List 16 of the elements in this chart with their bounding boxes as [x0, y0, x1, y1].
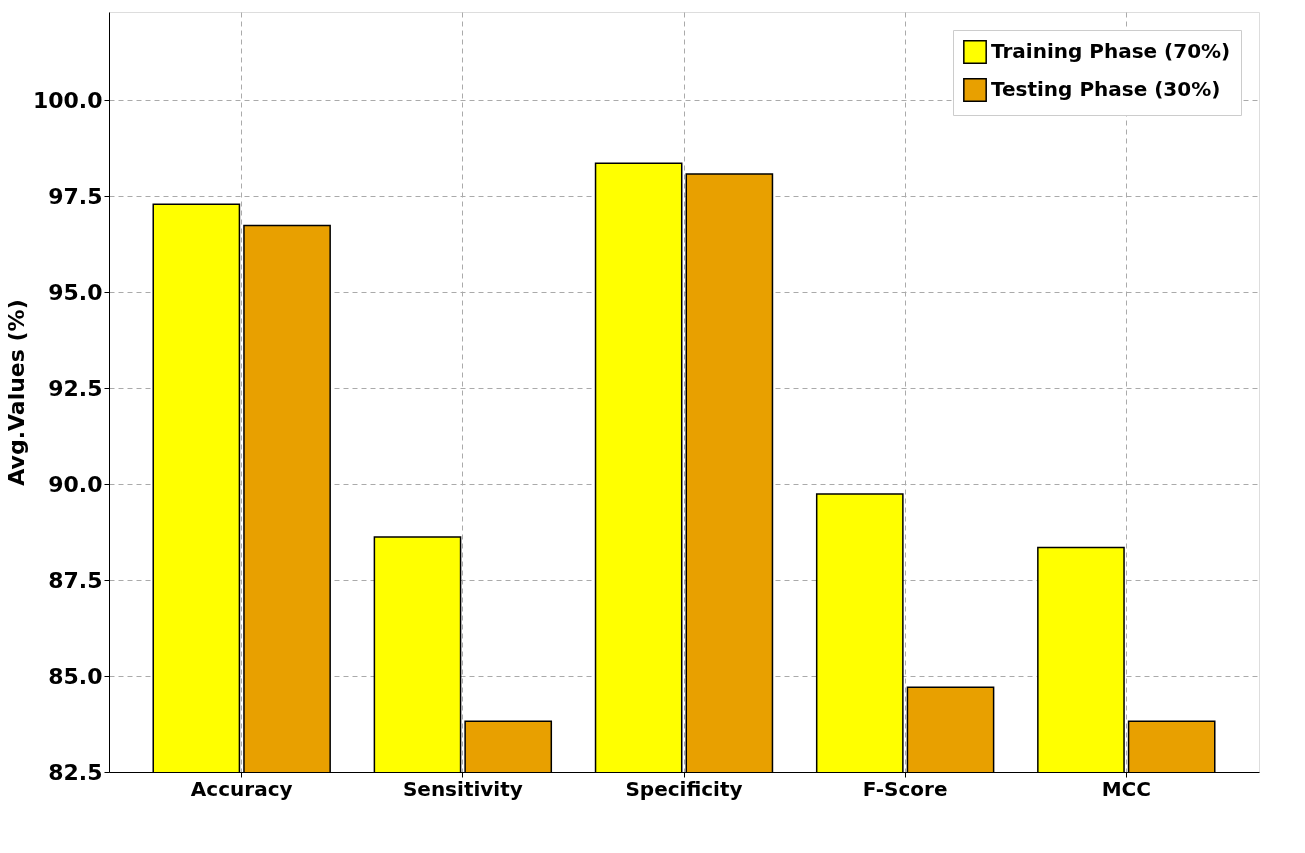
y-tick-label: 97.5 [48, 183, 103, 209]
legend-label: Training Phase (70%) [991, 39, 1231, 63]
x-tick-label: F-Score [862, 776, 948, 801]
y-tick-label: 92.5 [48, 375, 103, 401]
legend-label: Testing Phase (30%) [991, 77, 1221, 101]
y-tick-label: 82.5 [48, 759, 103, 785]
x-tick-label: Accuracy [190, 776, 293, 801]
y-tick-label: 90.0 [48, 471, 103, 497]
y-axis-title: Avg.Values (%) [3, 299, 29, 486]
y-tick-label: 85.0 [48, 663, 103, 689]
y-tick-label: 95.0 [48, 279, 103, 305]
x-tick-label: MCC [1101, 776, 1151, 801]
x-tick-label: Specificity [625, 776, 743, 801]
y-tick-label: 100.0 [32, 87, 103, 113]
x-tick-label: Sensitivity [402, 776, 523, 801]
y-tick-label: 87.5 [48, 567, 103, 593]
